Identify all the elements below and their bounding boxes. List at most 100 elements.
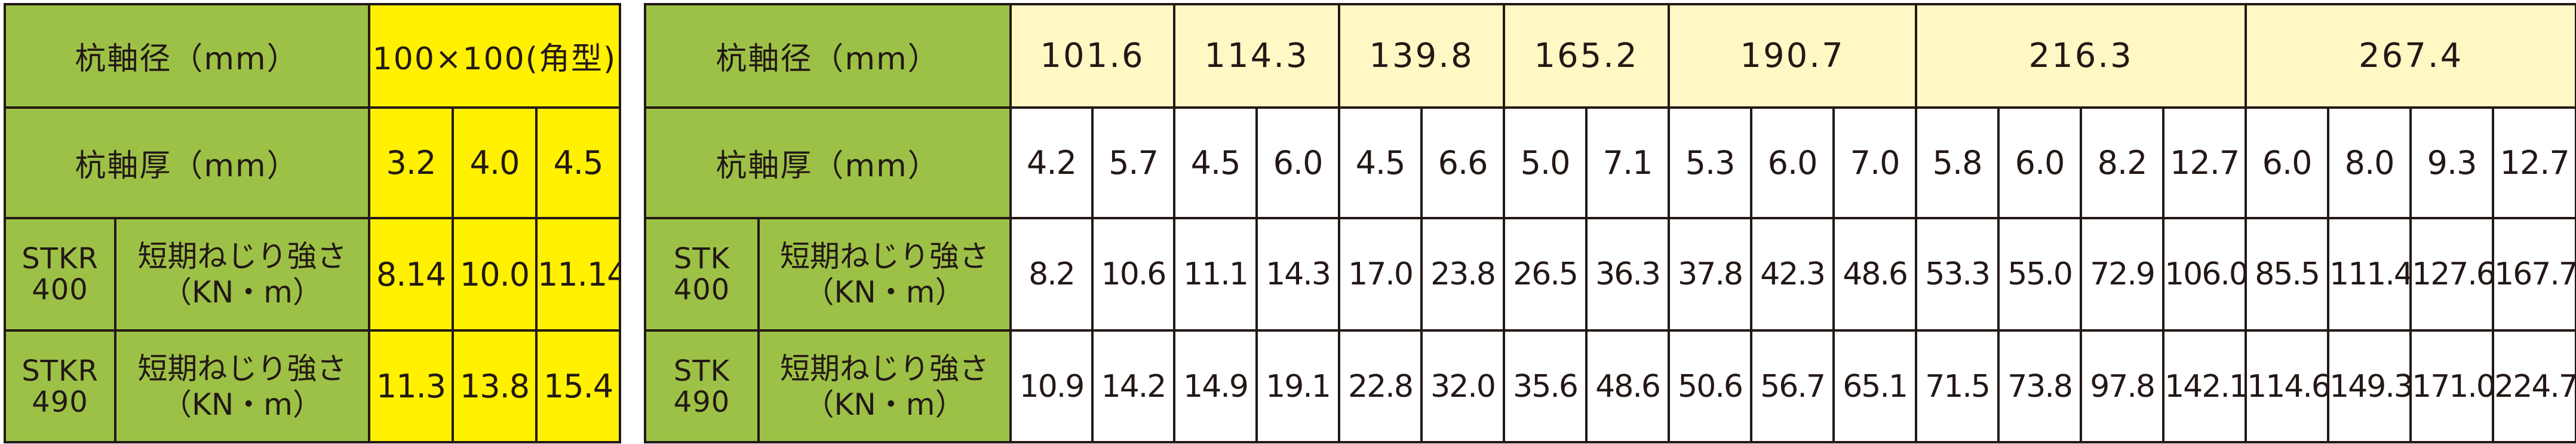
value-cell: 8.2 xyxy=(1009,217,1094,332)
value-cell: 22.8 xyxy=(1338,329,1423,443)
value-cell: 171.0 xyxy=(2409,329,2495,443)
value-cell: 48.6 xyxy=(1585,329,1671,443)
grade-line: STKR xyxy=(22,242,99,275)
torsion-line: 短期ねじり強さ xyxy=(780,351,989,386)
value-cell: 85.5 xyxy=(2245,217,2330,332)
thickness-header: 杭軸厚（mm） xyxy=(644,106,1012,219)
value-cell: 14.3 xyxy=(1255,217,1341,332)
diameter-cell: 139.8 xyxy=(1338,3,1506,109)
thickness-cell: 12.7 xyxy=(2162,106,2248,219)
value-cell: 71.5 xyxy=(1915,329,2000,443)
value-cell: 65.1 xyxy=(1832,329,1918,443)
value-cell: 97.8 xyxy=(2080,329,2165,443)
torsion-line: 短期ねじり強さ xyxy=(137,239,347,274)
value-cell: 142.1 xyxy=(2162,329,2248,443)
spec-table-round: 杭軸径（mm） 101.6 114.3 139.8 165.2 190.7 21… xyxy=(644,3,2576,443)
torsion-line: （KN・m） xyxy=(162,387,323,422)
thickness-cell: 6.6 xyxy=(1420,106,1506,219)
torsion-line: 短期ねじり強さ xyxy=(137,351,347,386)
value-cell: 10.0 xyxy=(452,217,538,332)
value-cell: 48.6 xyxy=(1832,217,1918,332)
torsion-label: 短期ねじり強さ （KN・m） xyxy=(757,329,1012,443)
thickness-cell: 5.3 xyxy=(1668,106,1753,219)
thickness-cell: 6.0 xyxy=(2245,106,2330,219)
thickness-cell: 4.5 xyxy=(1338,106,1423,219)
grade-line: STK xyxy=(673,354,730,388)
thickness-header: 杭軸厚（mm） xyxy=(4,106,370,219)
value-cell: 37.8 xyxy=(1668,217,1753,332)
value-cell: 32.0 xyxy=(1420,329,1506,443)
value-cell: 127.6 xyxy=(2409,217,2495,332)
thickness-cell: 6.0 xyxy=(1255,106,1341,219)
grade-line: 400 xyxy=(32,273,88,307)
value-cell: 8.14 xyxy=(368,217,454,332)
value-cell: 11.14 xyxy=(535,217,622,332)
value-cell: 55.0 xyxy=(1997,217,2083,332)
thickness-cell: 6.0 xyxy=(1997,106,2083,219)
value-cell: 35.6 xyxy=(1503,329,1588,443)
value-cell: 106.0 xyxy=(2162,217,2248,332)
thickness-cell: 3.2 xyxy=(368,106,454,219)
value-cell: 26.5 xyxy=(1503,217,1588,332)
value-cell: 15.4 xyxy=(535,329,622,443)
grade-label: STK 490 xyxy=(644,329,760,443)
value-cell: 167.7 xyxy=(2492,217,2576,332)
thickness-cell: 4.2 xyxy=(1009,106,1094,219)
thickness-cell: 8.2 xyxy=(2080,106,2165,219)
thickness-cell: 5.8 xyxy=(1915,106,2000,219)
value-cell: 149.3 xyxy=(2327,329,2412,443)
diameter-header: 杭軸径（mm） xyxy=(4,3,370,109)
value-cell: 56.7 xyxy=(1750,329,1835,443)
value-cell: 14.9 xyxy=(1173,329,1258,443)
torsion-line: （KN・m） xyxy=(162,275,323,310)
value-cell: 13.8 xyxy=(452,329,538,443)
value-cell: 23.8 xyxy=(1420,217,1506,332)
thickness-cell: 4.0 xyxy=(452,106,538,219)
grade-line: 400 xyxy=(673,273,730,307)
thickness-cell: 5.7 xyxy=(1091,106,1176,219)
value-cell: 11.3 xyxy=(368,329,454,443)
grade-line: STKR xyxy=(22,354,99,388)
value-cell: 19.1 xyxy=(1255,329,1341,443)
torsion-label: 短期ねじり強さ （KN・m） xyxy=(114,217,370,332)
thickness-cell: 4.5 xyxy=(535,106,622,219)
diameter-cell: 165.2 xyxy=(1503,3,1671,109)
thickness-cell: 6.0 xyxy=(1750,106,1835,219)
value-cell: 10.6 xyxy=(1091,217,1176,332)
thickness-cell: 5.0 xyxy=(1503,106,1588,219)
torsion-label: 短期ねじり強さ （KN・m） xyxy=(757,217,1012,332)
value-cell: 72.9 xyxy=(2080,217,2165,332)
torsion-line: 短期ねじり強さ xyxy=(780,239,989,274)
grade-label: STK 400 xyxy=(644,217,760,332)
thickness-cell: 7.0 xyxy=(1832,106,1918,219)
torsion-line: （KN・m） xyxy=(804,275,965,310)
grade-label: STKR 400 xyxy=(4,217,116,332)
value-cell: 73.8 xyxy=(1997,329,2083,443)
diameter-cell: 267.4 xyxy=(2245,3,2576,109)
value-cell: 14.2 xyxy=(1091,329,1176,443)
value-cell: 42.3 xyxy=(1750,217,1835,332)
grade-line: STK xyxy=(673,242,730,275)
thickness-cell: 9.3 xyxy=(2409,106,2495,219)
value-cell: 50.6 xyxy=(1668,329,1753,443)
thickness-cell: 4.5 xyxy=(1173,106,1258,219)
value-cell: 53.3 xyxy=(1915,217,2000,332)
diameter-cell: 114.3 xyxy=(1173,3,1341,109)
thickness-cell: 12.7 xyxy=(2492,106,2576,219)
value-cell: 10.9 xyxy=(1009,329,1094,443)
value-cell: 17.0 xyxy=(1338,217,1423,332)
value-cell: 36.3 xyxy=(1585,217,1671,332)
grade-label: STKR 490 xyxy=(4,329,116,443)
value-cell: 111.4 xyxy=(2327,217,2412,332)
thickness-cell: 7.1 xyxy=(1585,106,1671,219)
grade-line: 490 xyxy=(673,385,730,419)
torsion-line: （KN・m） xyxy=(804,387,965,422)
thickness-cell: 8.0 xyxy=(2327,106,2412,219)
grade-line: 490 xyxy=(32,385,88,419)
value-cell: 114.6 xyxy=(2245,329,2330,443)
torsion-label: 短期ねじり強さ （KN・m） xyxy=(114,329,370,443)
value-cell: 224.7 xyxy=(2492,329,2576,443)
diameter-cell: 190.7 xyxy=(1668,3,1918,109)
diameter-value: 100×100(角型) xyxy=(367,3,622,109)
spec-table-square: 杭軸径（mm） 100×100(角型) 杭軸厚（mm） 3.2 4.0 4.5 … xyxy=(4,3,622,443)
